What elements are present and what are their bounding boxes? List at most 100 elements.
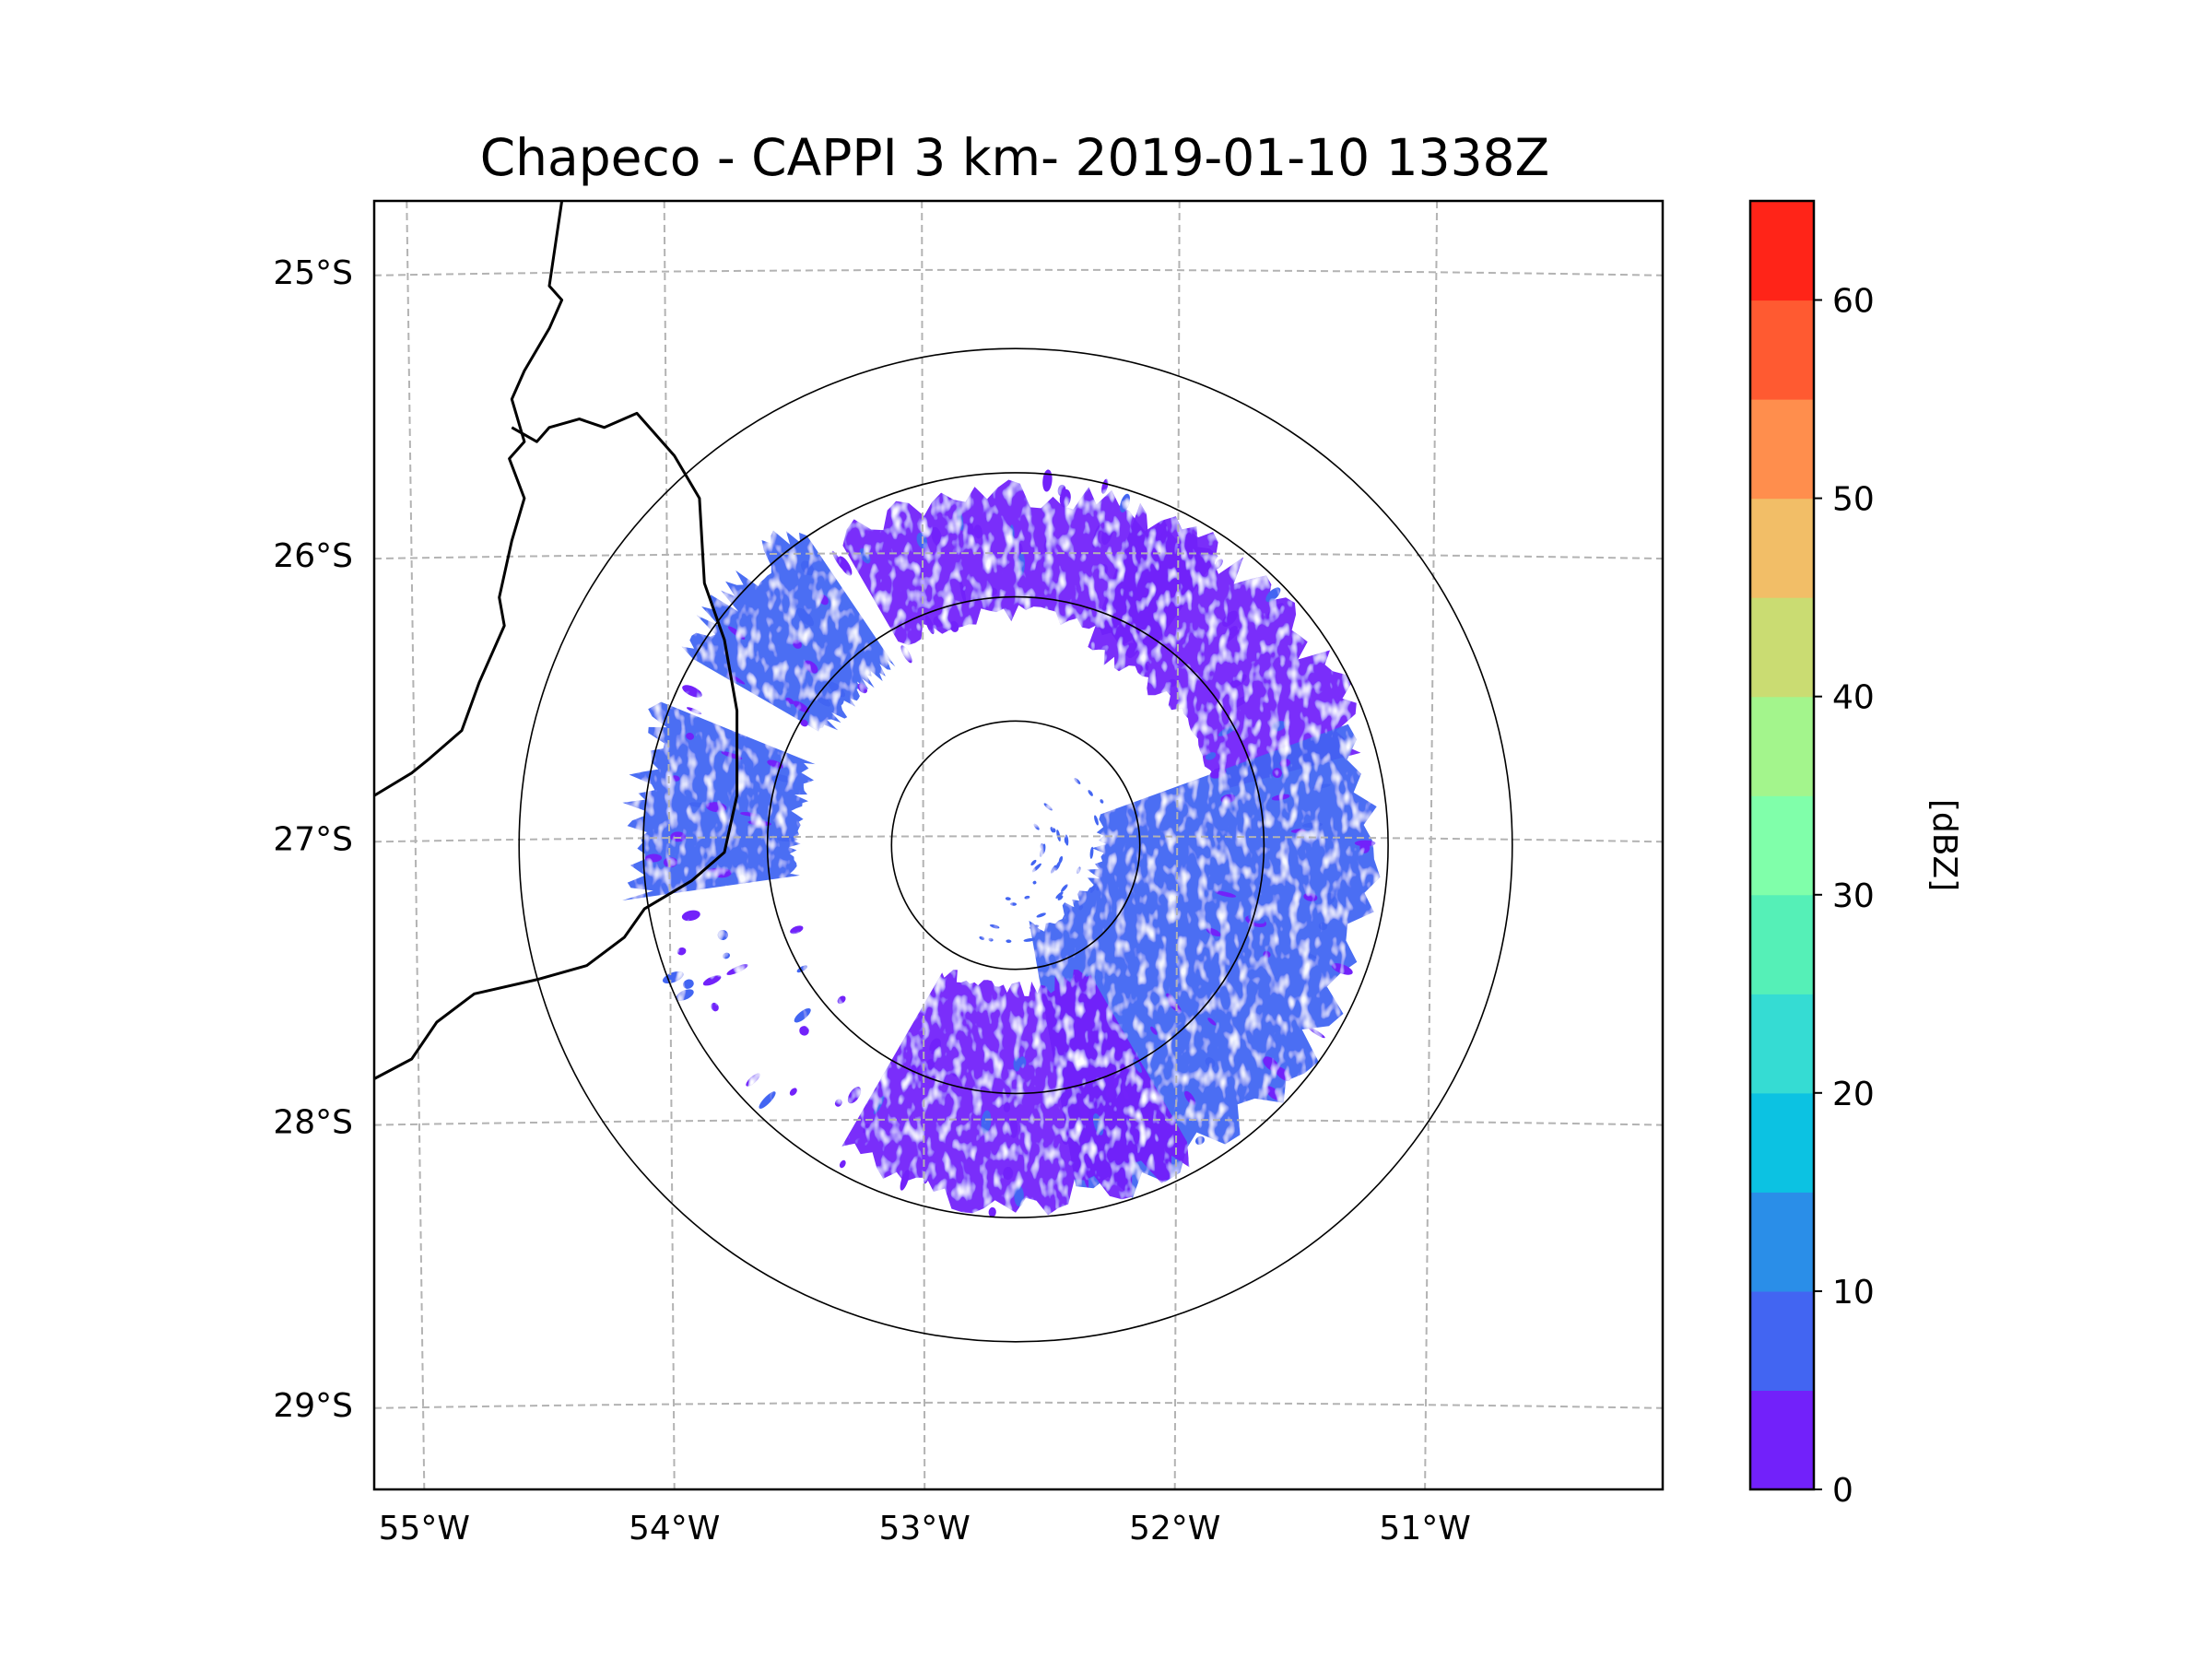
- radar-echoes: [622, 469, 1381, 1218]
- echo-cell: [1308, 1027, 1325, 1039]
- colorbar-segment: [1750, 300, 1814, 400]
- echo-cell-inner: [1074, 778, 1081, 784]
- echo-cell: [910, 1053, 917, 1065]
- echo-cell: [1298, 950, 1317, 959]
- lon-tick-label: 52°W: [1129, 1510, 1220, 1547]
- echo-cell: [1170, 1135, 1183, 1158]
- echo-cell-inner: [1064, 836, 1068, 844]
- echo-cell: [984, 555, 994, 571]
- colorbar-tick-label: 0: [1832, 1472, 1853, 1510]
- echo-cell: [1263, 1056, 1279, 1072]
- echo-cell: [711, 1002, 719, 1012]
- echo-cell-inner: [1077, 866, 1081, 874]
- echo-cell: [929, 1038, 941, 1054]
- colorbar-ticks: 0 10 20 30 40 50 60: [1814, 283, 1875, 1510]
- border-line-1: [374, 201, 564, 797]
- colorbar-tick-label: 10: [1832, 1274, 1875, 1312]
- echo-cell: [681, 910, 700, 922]
- echo-cell: [794, 1007, 811, 1023]
- echo-cell: [933, 616, 944, 628]
- echo-cell: [1331, 963, 1353, 975]
- colorbar-segment: [1750, 795, 1814, 896]
- echo-cell: [900, 1170, 910, 1191]
- state-borders: [374, 201, 739, 1080]
- echo-cell: [740, 811, 757, 817]
- lon-tick-label: 51°W: [1379, 1510, 1470, 1547]
- echo-cell: [1266, 603, 1284, 619]
- range-ring-400km: [518, 347, 1513, 1343]
- echo-cell-inner: [1030, 859, 1037, 866]
- echo-cell: [828, 681, 846, 698]
- echo-cell: [949, 620, 959, 632]
- echo-cell: [1140, 1123, 1150, 1138]
- echo-cell-inner: [1010, 902, 1018, 906]
- colorbar-label: [dBZ]: [1925, 799, 1963, 891]
- echo-cell: [973, 524, 982, 539]
- echo-cell: [838, 556, 853, 576]
- echo-cell: [677, 947, 687, 956]
- echo-cell: [727, 626, 746, 640]
- echo-cell: [1209, 767, 1227, 779]
- echo-cell: [931, 526, 943, 547]
- echo-cell: [966, 523, 974, 538]
- echo-cell: [774, 774, 792, 782]
- echo-cell: [859, 547, 871, 564]
- echo-cell: [800, 719, 808, 727]
- echo-cell: [1207, 1018, 1217, 1026]
- echo-cell-inner: [1024, 895, 1030, 900]
- echo-cell: [1222, 610, 1238, 627]
- echo-cell: [789, 1088, 797, 1096]
- echo-cell-inner: [1032, 880, 1037, 885]
- echo-cell: [951, 522, 961, 535]
- echo-cell-inner: [1031, 863, 1041, 873]
- map-background: [374, 201, 1663, 1489]
- echo-cell: [1147, 542, 1159, 562]
- echo-cell: [790, 925, 804, 935]
- echo-cell-inner: [1054, 860, 1061, 871]
- colorbar-tick-label: 20: [1832, 1076, 1875, 1113]
- echo-cell: [1042, 469, 1053, 492]
- echo-cell-inner: [1100, 799, 1104, 804]
- echo-cell: [1275, 1066, 1291, 1081]
- echo-cell: [900, 645, 912, 664]
- echo-cell: [910, 1061, 921, 1078]
- colorbar-segment: [1750, 597, 1814, 698]
- colorbar-segment: [1750, 201, 1814, 301]
- colorbar-frame: [1748, 199, 1816, 1491]
- echo-cell-inner: [1055, 891, 1064, 899]
- echo-cell-inner: [1033, 823, 1040, 830]
- echo-cell: [776, 836, 798, 842]
- colorbar-segment: [1750, 1092, 1814, 1193]
- echo-cell: [1082, 1167, 1089, 1188]
- colorbar-segment: [1750, 1390, 1814, 1490]
- echo-cell: [767, 759, 783, 769]
- echo-cell: [857, 683, 867, 694]
- parallel-2: [374, 835, 1663, 843]
- colorbar-segment: [1750, 1290, 1814, 1391]
- echo-cell: [1150, 1026, 1158, 1035]
- echo-cell: [707, 867, 725, 873]
- colorbar-segment: [1750, 498, 1814, 598]
- echo-cell: [747, 820, 771, 827]
- echo-region-northwest-block: [681, 530, 896, 732]
- colorbar-tick-label: 30: [1832, 877, 1875, 915]
- echo-cell: [924, 615, 935, 634]
- echo-cell: [1113, 1078, 1121, 1092]
- echo-cell: [1120, 493, 1130, 513]
- echo-cell: [1139, 664, 1149, 674]
- echo-cell: [1318, 922, 1328, 931]
- echo-cell-inner: [1050, 826, 1054, 833]
- echo-cell: [676, 989, 694, 1001]
- echo-cell: [1069, 1045, 1077, 1064]
- echo-cell: [1271, 721, 1286, 732]
- echo-cell: [1092, 524, 1100, 548]
- border-line-2: [374, 411, 739, 1080]
- echo-cell: [801, 560, 815, 576]
- echo-cell: [1272, 768, 1283, 778]
- range-ring-300km: [642, 472, 1389, 1218]
- echo-cell-inner: [1039, 848, 1044, 857]
- echo-cell: [981, 1110, 992, 1134]
- echo-cell: [1214, 559, 1223, 570]
- echo-cell: [957, 508, 964, 531]
- echo-cell: [1226, 629, 1240, 642]
